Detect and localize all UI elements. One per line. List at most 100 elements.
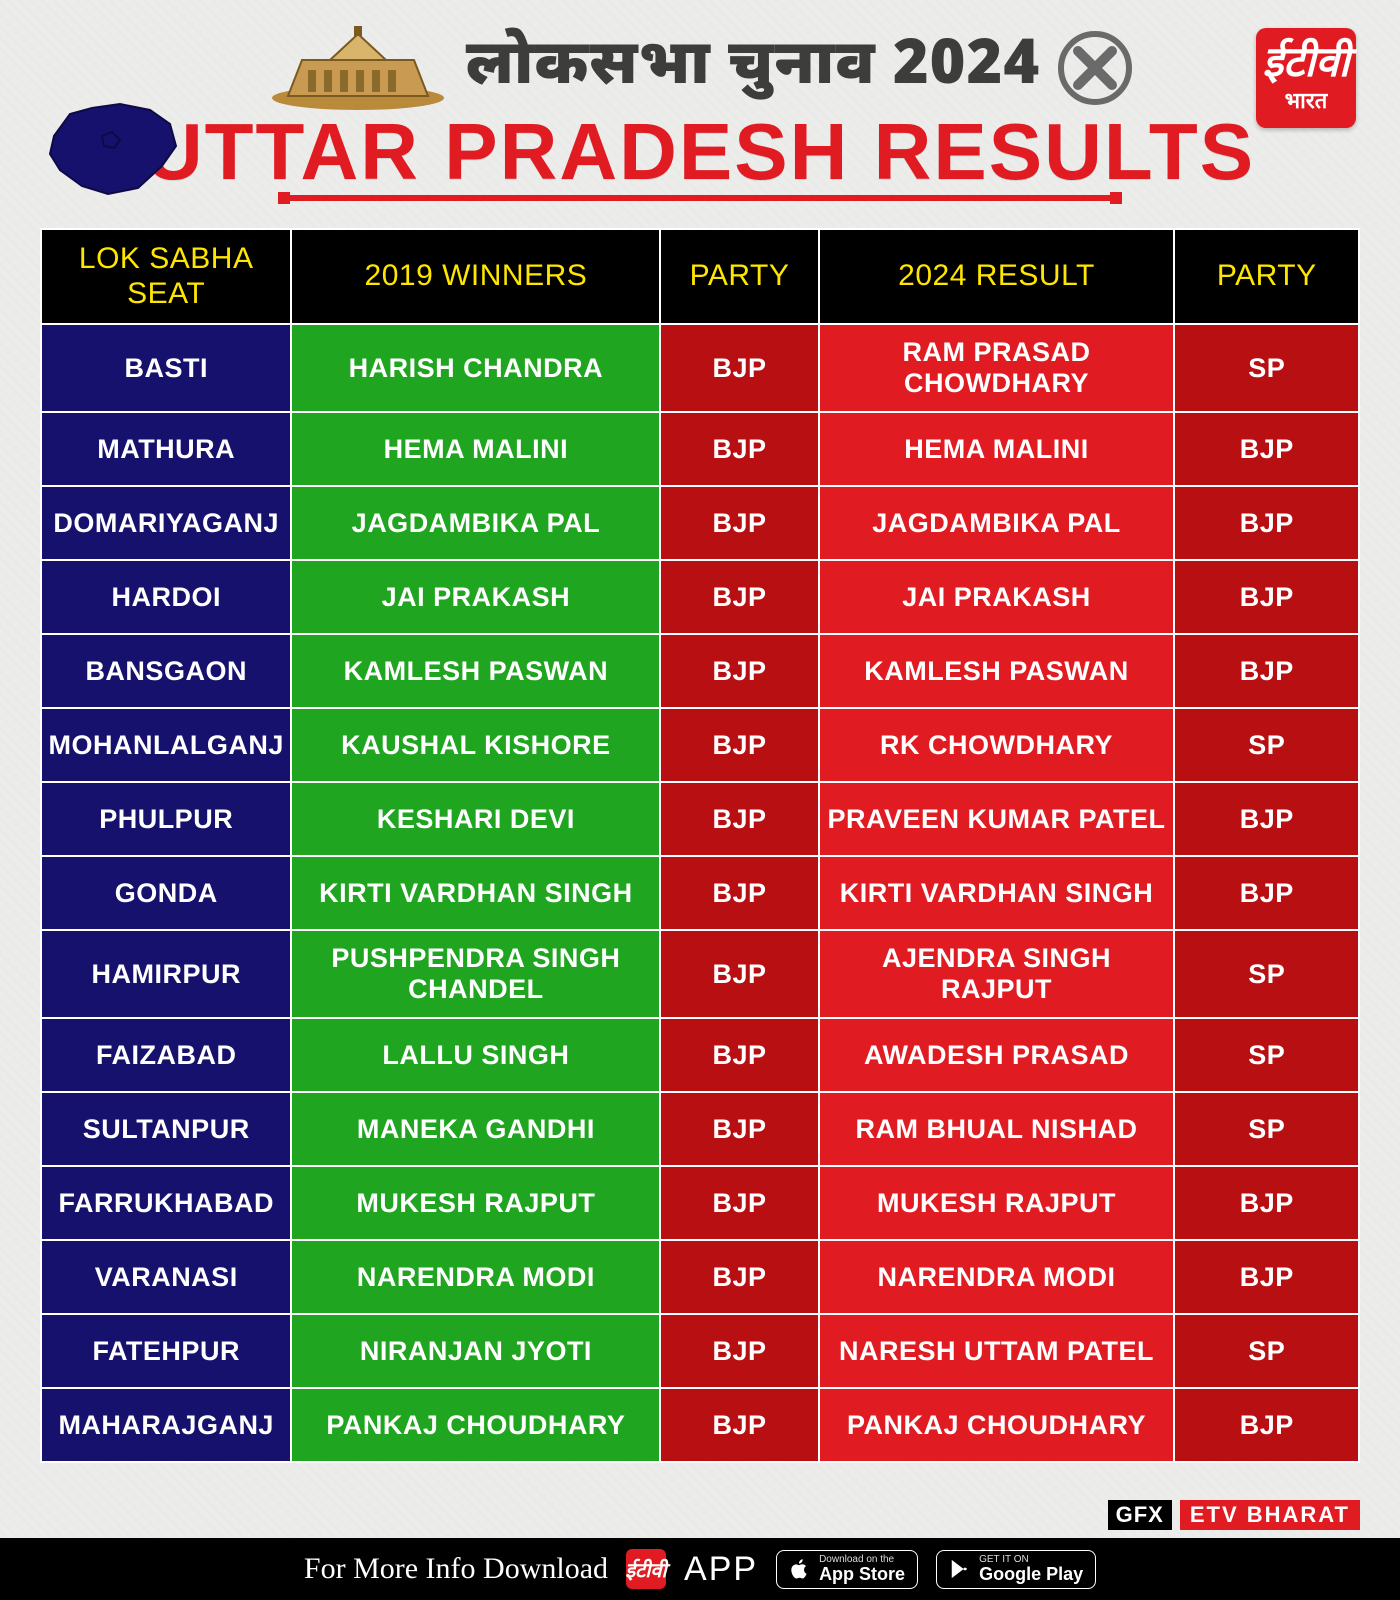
cell-w2019: NIRANJAN JYOTI (291, 1314, 660, 1388)
brand-logo: ईटीवी भारत (1256, 28, 1356, 128)
cell-seat: MOHANLALGANJ (41, 708, 291, 782)
cell-p2024: BJP (1174, 782, 1359, 856)
source-badge: ETV BHARAT (1180, 1500, 1360, 1530)
table-row: SULTANPURMANEKA GANDHIBJPRAM BHUAL NISHA… (41, 1092, 1359, 1166)
table-row: DOMARIYAGANJJAGDAMBIKA PALBJPJAGDAMBIKA … (41, 486, 1359, 560)
cell-p2019: BJP (660, 1314, 818, 1388)
cell-w2019: JAI PRAKASH (291, 560, 660, 634)
column-header: 2024 RESULT (819, 229, 1175, 324)
cell-p2024: SP (1174, 708, 1359, 782)
cell-p2024: BJP (1174, 634, 1359, 708)
cell-seat: MATHURA (41, 412, 291, 486)
table-row: MOHANLALGANJKAUSHAL KISHOREBJPRK CHOWDHA… (41, 708, 1359, 782)
cell-w2019: NARENDRA MODI (291, 1240, 660, 1314)
cell-r2024: MUKESH RAJPUT (819, 1166, 1175, 1240)
cell-p2019: BJP (660, 1166, 818, 1240)
cell-r2024: NARESH UTTAM PATEL (819, 1314, 1175, 1388)
cell-seat: FARRUKHABAD (41, 1166, 291, 1240)
table-row: GONDAKIRTI VARDHAN SINGHBJPKIRTI VARDHAN… (41, 856, 1359, 930)
cell-p2019: BJP (660, 486, 818, 560)
cell-p2024: SP (1174, 1092, 1359, 1166)
apple-icon (789, 1558, 811, 1580)
cell-p2024: BJP (1174, 1240, 1359, 1314)
play-store-badge[interactable]: GET IT ONGoogle Play (936, 1550, 1096, 1589)
cell-w2019: PANKAJ CHOUDHARY (291, 1388, 660, 1462)
cell-seat: HAMIRPUR (41, 930, 291, 1018)
table-row: FAIZABADLALLU SINGHBJPAWADESH PRASADSP (41, 1018, 1359, 1092)
cell-r2024: PRAVEEN KUMAR PATEL (819, 782, 1175, 856)
cell-w2019: KESHARI DEVI (291, 782, 660, 856)
results-table: LOK SABHA SEAT2019 WINNERSPARTY2024 RESU… (40, 228, 1360, 1463)
cell-r2024: JAGDAMBIKA PAL (819, 486, 1175, 560)
cell-w2019: HEMA MALINI (291, 412, 660, 486)
cell-p2019: BJP (660, 412, 818, 486)
cell-seat: FAIZABAD (41, 1018, 291, 1092)
header: ईटीवी भारत (0, 0, 1400, 216)
cell-w2019: PUSHPENDRA SINGH CHANDEL (291, 930, 660, 1018)
cell-w2019: JAGDAMBIKA PAL (291, 486, 660, 560)
column-header: PARTY (1174, 229, 1359, 324)
cell-p2019: BJP (660, 782, 818, 856)
cell-p2019: BJP (660, 324, 818, 412)
gfx-badge: GFX (1108, 1500, 1172, 1530)
cell-p2019: BJP (660, 560, 818, 634)
cell-p2019: BJP (660, 1240, 818, 1314)
table-row: BASTIHARISH CHANDRABJPRAM PRASAD CHOWDHA… (41, 324, 1359, 412)
results-table-wrap: LOK SABHA SEAT2019 WINNERSPARTY2024 RESU… (0, 216, 1400, 1463)
cell-r2024: RAM PRASAD CHOWDHARY (819, 324, 1175, 412)
cell-w2019: KIRTI VARDHAN SINGH (291, 856, 660, 930)
store2-sub: GET IT ON (979, 1555, 1083, 1565)
cell-w2019: LALLU SINGH (291, 1018, 660, 1092)
table-row: FATEHPURNIRANJAN JYOTIBJPNARESH UTTAM PA… (41, 1314, 1359, 1388)
column-header: LOK SABHA SEAT (41, 229, 291, 324)
brand-logo-bottom: भारत (1285, 85, 1328, 115)
cell-seat: MAHARAJGANJ (41, 1388, 291, 1462)
cell-p2024: BJP (1174, 412, 1359, 486)
cell-r2024: NARENDRA MODI (819, 1240, 1175, 1314)
cell-r2024: RK CHOWDHARY (819, 708, 1175, 782)
cell-p2024: BJP (1174, 1166, 1359, 1240)
cell-r2024: KIRTI VARDHAN SINGH (819, 856, 1175, 930)
cell-seat: BASTI (41, 324, 291, 412)
parliament-icon (268, 24, 448, 112)
cell-r2024: KAMLESH PASWAN (819, 634, 1175, 708)
cell-p2024: BJP (1174, 856, 1359, 930)
cell-p2024: SP (1174, 324, 1359, 412)
cell-seat: FATEHPUR (41, 1314, 291, 1388)
table-head: LOK SABHA SEAT2019 WINNERSPARTY2024 RESU… (41, 229, 1359, 324)
cell-w2019: HARISH CHANDRA (291, 324, 660, 412)
mini-logo-icon: ईटीवी (626, 1549, 666, 1589)
cell-r2024: PANKAJ CHOUDHARY (819, 1388, 1175, 1462)
cell-seat: PHULPUR (41, 782, 291, 856)
table-row: FARRUKHABADMUKESH RAJPUTBJPMUKESH RAJPUT… (41, 1166, 1359, 1240)
store2-main: Google Play (979, 1564, 1083, 1584)
cell-r2024: JAI PRAKASH (819, 560, 1175, 634)
table-row: MATHURAHEMA MALINIBJPHEMA MALINIBJP (41, 412, 1359, 486)
cell-seat: DOMARIYAGANJ (41, 486, 291, 560)
table-row: HARDOIJAI PRAKASHBJPJAI PRAKASHBJP (41, 560, 1359, 634)
download-bar: For More Info Download ईटीवी APP Downloa… (0, 1538, 1400, 1600)
cell-w2019: KAMLESH PASWAN (291, 634, 660, 708)
store1-sub: Download on the (819, 1555, 905, 1565)
cell-r2024: AWADESH PRASAD (819, 1018, 1175, 1092)
footer-credit: GFX ETV BHARAT (1108, 1500, 1360, 1530)
cell-r2024: RAM BHUAL NISHAD (819, 1092, 1175, 1166)
table-row: HAMIRPURPUSHPENDRA SINGH CHANDELBJPAJEND… (41, 930, 1359, 1018)
cell-p2024: SP (1174, 1314, 1359, 1388)
cell-p2024: BJP (1174, 560, 1359, 634)
cell-p2019: BJP (660, 1018, 818, 1092)
cell-seat: SULTANPUR (41, 1092, 291, 1166)
vote-stamp-icon (1058, 31, 1132, 105)
cell-p2024: BJP (1174, 1388, 1359, 1462)
google-play-icon (949, 1558, 971, 1580)
cell-p2019: BJP (660, 634, 818, 708)
infographic-canvas: ईटीवी भारत (0, 0, 1400, 1600)
table-body: BASTIHARISH CHANDRABJPRAM PRASAD CHOWDHA… (41, 324, 1359, 1462)
app-store-badge[interactable]: Download on theApp Store (776, 1550, 918, 1589)
cell-r2024: HEMA MALINI (819, 412, 1175, 486)
state-map-icon (42, 96, 182, 200)
cell-p2019: BJP (660, 1092, 818, 1166)
cell-p2019: BJP (660, 930, 818, 1018)
cell-seat: BANSGAON (41, 634, 291, 708)
cell-w2019: MUKESH RAJPUT (291, 1166, 660, 1240)
